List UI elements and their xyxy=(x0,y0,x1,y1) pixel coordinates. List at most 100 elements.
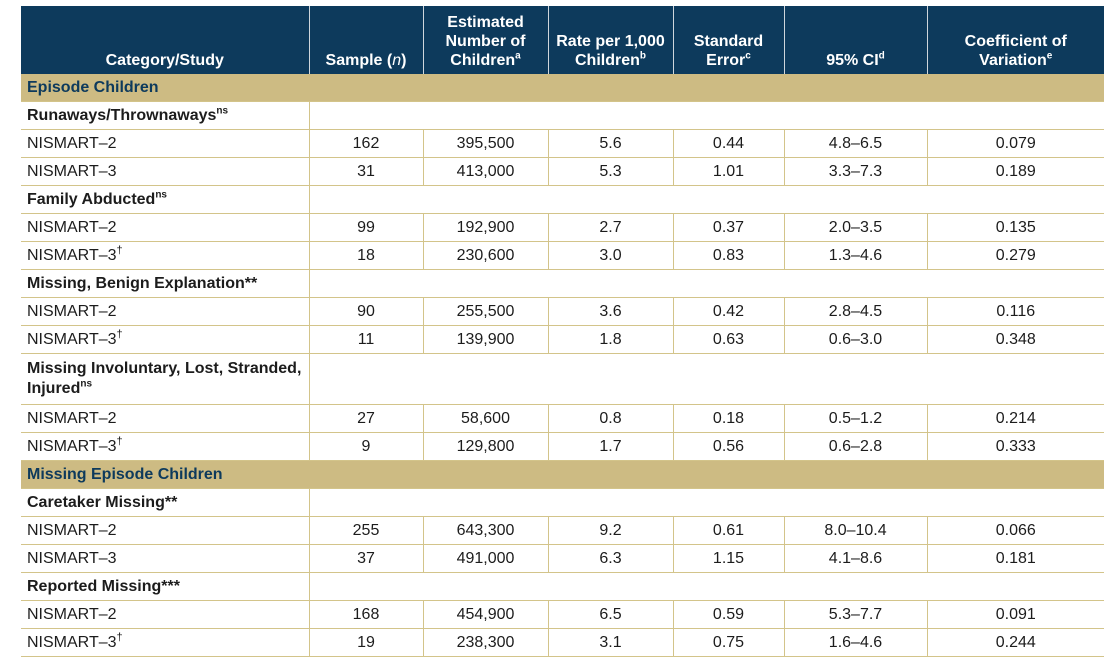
se-cell: 0.18 xyxy=(672,404,784,433)
group-label: Caretaker Missing** xyxy=(21,488,309,517)
rate-cell: 1.8 xyxy=(547,325,673,354)
ci-cell: 8.0–10.4 xyxy=(783,516,927,545)
group-label: Reported Missing*** xyxy=(21,572,309,601)
study-cell: NISMART–2 xyxy=(21,404,309,433)
sample-cell: 11 xyxy=(308,325,423,354)
sample-cell: 99 xyxy=(308,213,423,242)
cv-cell: 0.066 xyxy=(926,516,1104,545)
rate-cell: 5.3 xyxy=(547,157,673,186)
group-spacer xyxy=(308,353,1104,405)
study-cell: NISMART–3† xyxy=(21,241,309,270)
estimate-cell: 643,300 xyxy=(422,516,548,545)
dagger-marker: † xyxy=(116,328,123,341)
sample-cell: 9 xyxy=(308,432,423,461)
group-label-text: Family Abducted xyxy=(27,190,156,208)
group-label-text: Reported Missing*** xyxy=(27,577,180,595)
header-row: Category/Study Sample (n) Estimated Numb… xyxy=(21,6,1104,74)
ci-cell: 0.5–1.2 xyxy=(783,404,927,433)
ci-cell: 1.3–4.6 xyxy=(783,241,927,270)
ci-cell: 0.6–2.8 xyxy=(783,432,927,461)
table-row: NISMART–3† 18 230,600 3.0 0.83 1.3–4.6 0.279 xyxy=(21,241,1104,270)
estimate-cell: 230,600 xyxy=(422,241,548,270)
study-name: NISMART–3 xyxy=(27,162,117,180)
group-spacer xyxy=(308,488,1104,517)
group-label: Family Abductedns xyxy=(21,185,309,214)
cv-cell: 0.181 xyxy=(926,544,1104,573)
ci-cell: 0.6–3.0 xyxy=(783,325,927,354)
cv-cell: 0.333 xyxy=(926,432,1104,461)
sample-cell: 18 xyxy=(308,241,423,270)
group-header-row: Missing Involuntary, Lost, Stranded, Inj… xyxy=(21,353,1104,405)
study-cell: NISMART–2 xyxy=(21,129,309,158)
study-cell: NISMART–2 xyxy=(21,600,309,629)
table-row: NISMART–3 37 491,000 6.3 1.15 4.1–8.6 0.181 xyxy=(21,544,1104,573)
se-cell: 0.56 xyxy=(672,432,784,461)
group-label: Runaways/Thrownawaysns xyxy=(21,101,309,130)
se-cell: 0.63 xyxy=(672,325,784,354)
study-name: NISMART–2 xyxy=(27,521,117,539)
rate-cell: 3.0 xyxy=(547,241,673,270)
dagger-marker: † xyxy=(116,631,123,644)
ci-cell: 4.1–8.6 xyxy=(783,544,927,573)
table-row: NISMART–2 162 395,500 5.6 0.44 4.8–6.5 0.079 xyxy=(21,129,1104,158)
estimate-cell: 491,000 xyxy=(422,544,548,573)
study-name: NISMART–3 xyxy=(27,330,117,348)
table-row: NISMART–3† 19 238,300 3.1 0.75 1.6–4.6 0.244 xyxy=(21,628,1104,657)
significance-marker: ns xyxy=(80,378,93,390)
se-cell: 0.59 xyxy=(672,600,784,629)
study-name: NISMART–2 xyxy=(27,605,117,623)
group-label: Missing Involuntary, Lost, Stranded, Inj… xyxy=(21,353,309,405)
cv-cell: 0.244 xyxy=(926,628,1104,657)
group-label-text: Missing Involuntary, Lost, Stranded, Inj… xyxy=(27,360,302,397)
ci-cell: 2.8–4.5 xyxy=(783,297,927,326)
header-rate: Rate per 1,000 Childrenb xyxy=(547,6,673,74)
rate-cell: 3.1 xyxy=(547,628,673,657)
header-estimated-number: Estimated Number of Childrena xyxy=(422,6,548,74)
study-name: NISMART–3 xyxy=(27,437,117,455)
study-cell: NISMART–3† xyxy=(21,432,309,461)
rate-cell: 6.5 xyxy=(547,600,673,629)
rate-cell: 9.2 xyxy=(547,516,673,545)
significance-marker: ns xyxy=(216,105,229,117)
study-name: NISMART–2 xyxy=(27,218,117,236)
se-cell: 0.44 xyxy=(672,129,784,158)
se-cell: 1.15 xyxy=(672,544,784,573)
rate-cell: 0.8 xyxy=(547,404,673,433)
sample-cell: 19 xyxy=(308,628,423,657)
estimate-cell: 139,900 xyxy=(422,325,548,354)
study-name: NISMART–3 xyxy=(27,246,117,264)
rate-cell: 3.6 xyxy=(547,297,673,326)
se-cell: 0.61 xyxy=(672,516,784,545)
ci-cell: 1.6–4.6 xyxy=(783,628,927,657)
sample-cell: 90 xyxy=(308,297,423,326)
cv-cell: 0.348 xyxy=(926,325,1104,354)
study-cell: NISMART–3† xyxy=(21,628,309,657)
study-cell: NISMART–2 xyxy=(21,297,309,326)
estimate-cell: 255,500 xyxy=(422,297,548,326)
group-header-row: Caretaker Missing** xyxy=(21,488,1104,517)
statistics-table: Category/Study Sample (n) Estimated Numb… xyxy=(21,6,1104,657)
se-cell: 0.42 xyxy=(672,297,784,326)
header-cv: Coefficient of Variatione xyxy=(926,6,1104,74)
table-row: NISMART–2 90 255,500 3.6 0.42 2.8–4.5 0.116 xyxy=(21,297,1104,326)
dagger-marker: † xyxy=(116,244,123,257)
estimate-cell: 454,900 xyxy=(422,600,548,629)
group-header-row: Missing, Benign Explanation** xyxy=(21,269,1104,298)
study-cell: NISMART–3† xyxy=(21,325,309,354)
group-spacer xyxy=(308,185,1104,214)
cv-cell: 0.279 xyxy=(926,241,1104,270)
ci-cell: 5.3–7.7 xyxy=(783,600,927,629)
cv-cell: 0.116 xyxy=(926,297,1104,326)
sample-cell: 255 xyxy=(308,516,423,545)
section-row: Missing Episode Children xyxy=(21,460,1104,489)
se-cell: 0.37 xyxy=(672,213,784,242)
cv-cell: 0.189 xyxy=(926,157,1104,186)
sample-cell: 27 xyxy=(308,404,423,433)
ci-cell: 2.0–3.5 xyxy=(783,213,927,242)
estimate-cell: 413,000 xyxy=(422,157,548,186)
table-body: Episode Children Runaways/Thrownawaysns NI… xyxy=(21,74,1104,657)
sample-cell: 162 xyxy=(308,129,423,158)
study-name: NISMART–2 xyxy=(27,134,117,152)
cv-cell: 0.091 xyxy=(926,600,1104,629)
header-category: Category/Study xyxy=(21,6,309,74)
